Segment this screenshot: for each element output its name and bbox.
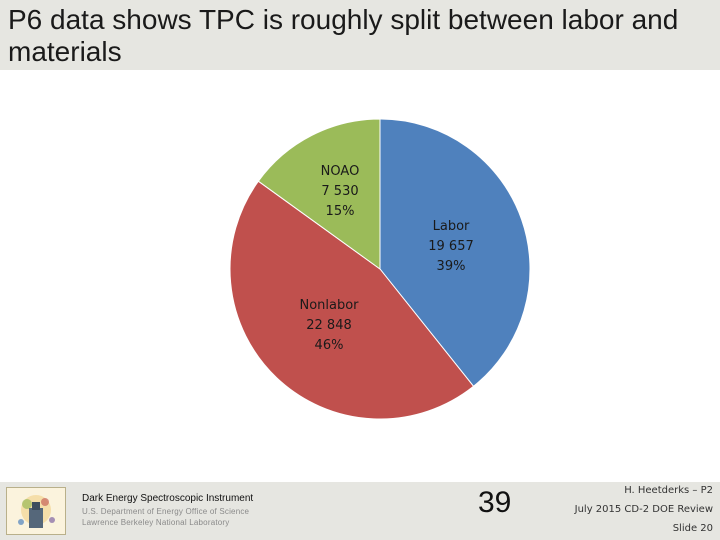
desi-logo [6, 487, 66, 535]
pie-label-nonlabor-category: Nonlabor [299, 298, 359, 313]
lab-name: Lawrence Berkeley National Laboratory [82, 518, 230, 527]
pie-label-labor-category: Labor [433, 219, 470, 234]
slide-title: P6 data shows TPC is roughly split betwe… [8, 4, 679, 67]
desi-logo-art [7, 488, 65, 534]
pie-slice-nonlabor [229, 180, 475, 420]
page-number: 39 [478, 486, 512, 519]
pie-label-noao-value: 7 530 [321, 184, 358, 199]
pie-label-labor-percent: 39% [437, 259, 466, 274]
project-name: Dark Energy Spectroscopic Instrument [82, 493, 254, 504]
pie-label-nonlabor-value: 22 848 [306, 318, 352, 333]
pie-label-noao-percent: 15% [326, 204, 355, 219]
pie-slice-noao [257, 118, 381, 270]
pie-slice-labor [379, 118, 531, 387]
author-line: H. Heetderks – P2 [624, 485, 713, 496]
slide-line: Slide 20 [672, 523, 713, 534]
review-line: July 2015 CD-2 DOE Review [574, 504, 713, 515]
agency-name: U.S. Department of Energy Office of Scie… [82, 507, 250, 516]
pie-chart: Labor 19 657 39% Nonlabor 22 848 46% NOAO 7 530… [229, 118, 531, 420]
title-bar: P6 data shows TPC is roughly split betwe… [0, 0, 720, 70]
pie-label-nonlabor-percent: 46% [315, 338, 344, 353]
footer: Dark Energy Spectroscopic Instrument U.S… [0, 482, 720, 540]
pie-label-labor-value: 19 657 [428, 239, 474, 254]
pie-label-noao-category: NOAO [321, 164, 360, 179]
